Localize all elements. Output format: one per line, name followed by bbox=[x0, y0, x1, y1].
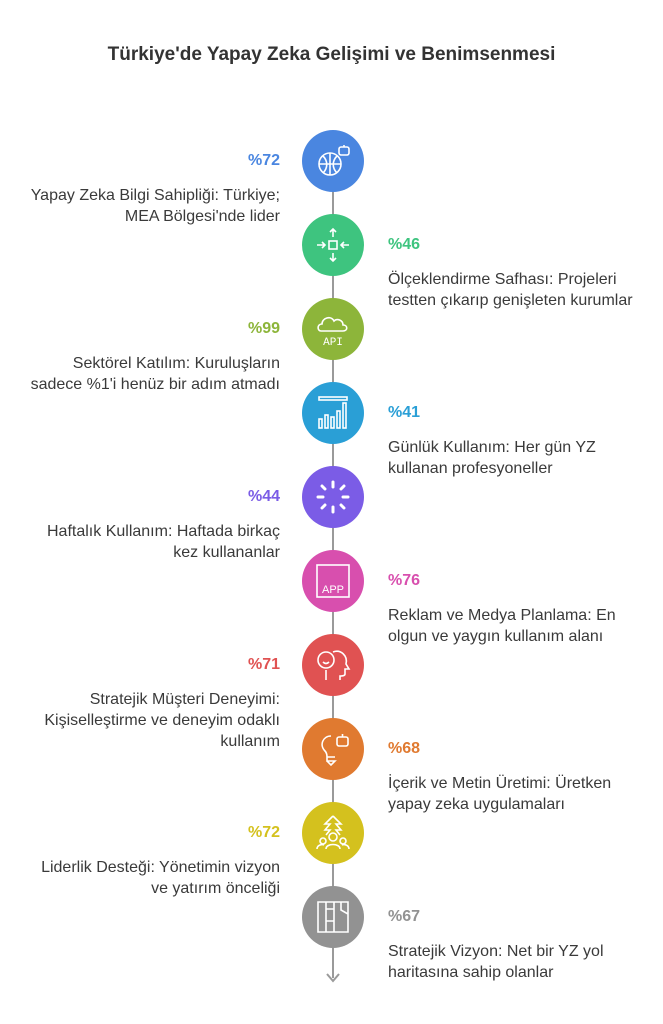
timeline-item: %68 İçerik ve Metin Üretimi: Üretken yapa… bbox=[388, 738, 648, 815]
percentage-value: %67 bbox=[388, 908, 421, 925]
timeline-node bbox=[302, 634, 364, 696]
arrow-down-icon bbox=[326, 973, 340, 983]
svg-text:APP: APP bbox=[322, 584, 344, 596]
percentage-value: %41 bbox=[388, 404, 421, 421]
expand-arrows-icon bbox=[317, 227, 349, 263]
timeline-item: %71 Stratejik Müşteri Deneyimi: Kişiselle… bbox=[20, 654, 280, 752]
loading-spinner-icon bbox=[316, 480, 350, 514]
item-description: Sektörel Katılım: Kuruluşların sadece %1… bbox=[30, 355, 280, 393]
timeline-item: %72 Yapay Zeka Bilgi Sahipliği: Türkiye; … bbox=[20, 150, 280, 227]
item-description: Stratejik Vizyon: Net bir YZ yol haritas… bbox=[388, 943, 604, 981]
percentage-value: %71 bbox=[247, 656, 280, 673]
timeline-node bbox=[302, 466, 364, 528]
item-description: Ölçeklendirme Safhası: Projeleri testten… bbox=[388, 271, 633, 309]
timeline-item: %99 Sektörel Katılım: Kuruluşların sadece… bbox=[20, 318, 280, 395]
timeline-node bbox=[302, 130, 364, 192]
roadmap-panels-icon bbox=[317, 901, 349, 933]
timeline-node: APP bbox=[302, 550, 364, 612]
svg-text:API: API bbox=[323, 337, 343, 349]
item-description: Günlük Kullanım: Her gün YZ kullanan pro… bbox=[388, 439, 596, 477]
item-description: Yapay Zeka Bilgi Sahipliği: Türkiye; MEA… bbox=[30, 187, 280, 225]
percentage-value: %76 bbox=[388, 572, 421, 589]
timeline-item: %46 Ölçeklendirme Safhası: Projeleri test… bbox=[388, 234, 648, 311]
percentage-value: %46 bbox=[388, 236, 421, 253]
timeline-node bbox=[302, 382, 364, 444]
timeline-node bbox=[302, 802, 364, 864]
leadership-group-icon bbox=[316, 815, 350, 850]
timeline-item: %76 Reklam ve Medya Planlama: En olgun ve… bbox=[388, 570, 648, 647]
item-description: Liderlik Desteği: Yönetimin vizyon ve ya… bbox=[41, 859, 280, 897]
cloud-api-icon: API bbox=[317, 316, 348, 349]
percentage-value: %99 bbox=[247, 320, 280, 337]
timeline-node bbox=[302, 886, 364, 948]
head-smile-icon bbox=[317, 650, 351, 680]
bar-chart-icon bbox=[318, 396, 348, 429]
timeline-item: %72 Liderlik Desteği: Yönetimin vizyon ve… bbox=[20, 822, 280, 899]
globe-robot-icon bbox=[318, 145, 350, 176]
timeline-node bbox=[302, 718, 364, 780]
timeline-node: API bbox=[302, 298, 364, 360]
percentage-value: %44 bbox=[247, 488, 280, 505]
item-description: Haftalık Kullanım: Haftada birkaç kez ku… bbox=[47, 523, 280, 561]
timeline-item: %41 Günlük Kullanım: Her gün YZ kullanan … bbox=[388, 402, 648, 479]
item-description: Reklam ve Medya Planlama: En olgun ve ya… bbox=[388, 607, 616, 645]
percentage-value: %68 bbox=[388, 740, 421, 757]
page-title: Türkiye'de Yapay Zeka Gelişimi ve Benims… bbox=[107, 44, 556, 65]
percentage-value: %72 bbox=[247, 824, 280, 841]
percentage-value: %72 bbox=[247, 152, 280, 169]
item-description: İçerik ve Metin Üretimi: Üretken yapay z… bbox=[388, 775, 612, 813]
timeline-node bbox=[302, 214, 364, 276]
item-description: Stratejik Müşteri Deneyimi: Kişiselleşti… bbox=[44, 691, 280, 750]
app-icon: APP bbox=[316, 564, 350, 598]
timeline-item: %44 Haftalık Kullanım: Haftada birkaç kez… bbox=[20, 486, 280, 563]
timeline-item: %67 Stratejik Vizyon: Net bir YZ yol hari… bbox=[388, 906, 648, 983]
lightbulb-robot-icon bbox=[321, 734, 349, 767]
